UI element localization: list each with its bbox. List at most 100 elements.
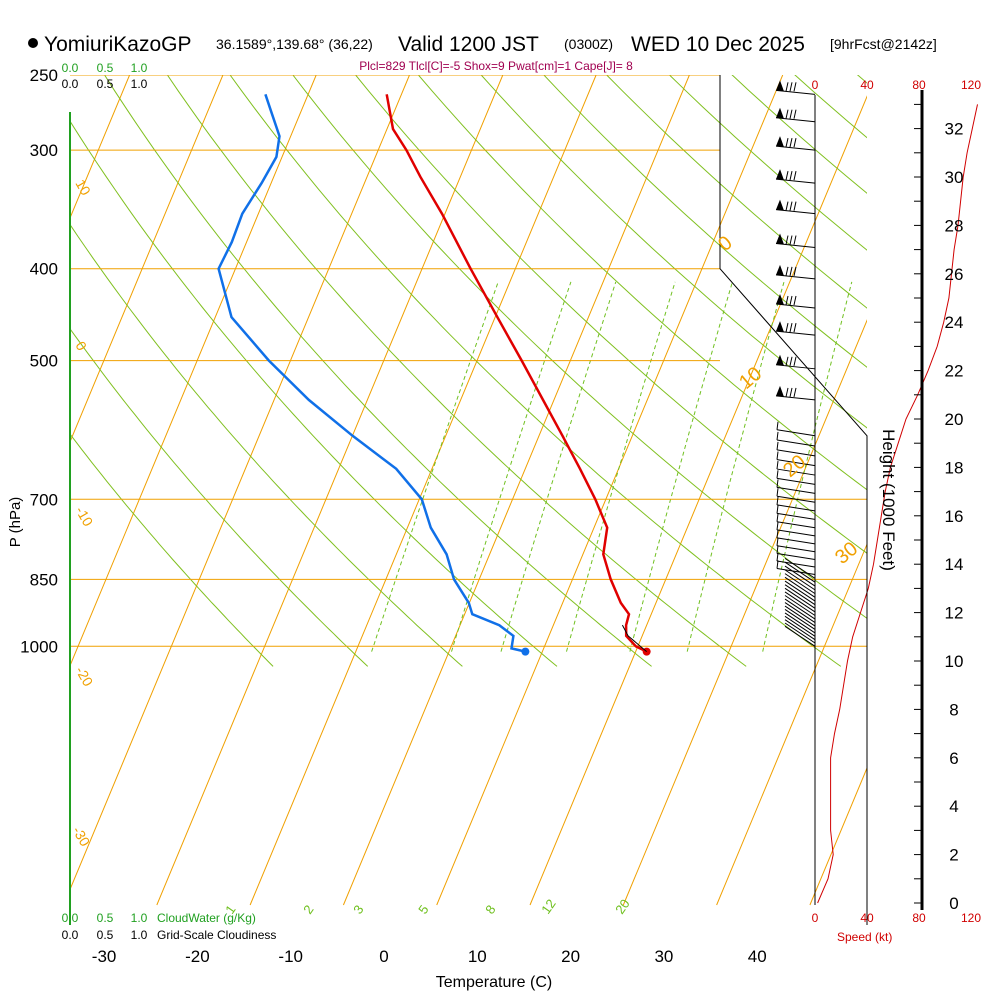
wind-barb-icon xyxy=(775,199,816,215)
wind-barb-icon xyxy=(784,619,816,641)
wind-barb-shaft xyxy=(784,622,816,644)
height-tick-label: 2 xyxy=(949,846,958,865)
dry-adiabat-line xyxy=(480,75,867,429)
wind-barb-shaft xyxy=(776,529,816,537)
dry-adiabat-line xyxy=(70,327,369,667)
temperature-tick-label: -20 xyxy=(185,947,210,966)
wind-barb-feather xyxy=(789,109,793,119)
height-tick-label: 4 xyxy=(949,797,958,816)
valid-date: WED 10 Dec 2025 xyxy=(631,33,805,56)
cloudwater-tick-bottom: 0.0 xyxy=(62,911,79,925)
cloudiness-tick-top: 0.5 xyxy=(97,77,114,91)
wind-barb-icon xyxy=(784,602,816,623)
mixing-ratio-label: 5 xyxy=(415,902,431,917)
wind-barb-shaft xyxy=(776,495,816,503)
wind-barb-flag xyxy=(776,496,779,505)
adiabat-label: 20 xyxy=(779,451,810,482)
wind-barb-shaft xyxy=(784,609,816,630)
wind-barb-shaft xyxy=(784,598,816,620)
wind-barb-icon xyxy=(776,505,816,520)
height-tick-label: 22 xyxy=(945,362,964,381)
dry-adiabat-line xyxy=(104,75,652,667)
wind-barb-flag xyxy=(776,529,779,538)
dry-adiabat-line xyxy=(166,75,747,667)
isotherm-line xyxy=(70,75,131,220)
utc-time: (0300Z) xyxy=(564,36,613,52)
wind-barb-icon xyxy=(776,529,816,545)
wind-barb-shaft xyxy=(776,552,816,560)
height-tick-label: 20 xyxy=(945,410,964,429)
cloudiness-tick-top: 1.0 xyxy=(131,77,148,91)
wind-barb-shaft xyxy=(784,619,816,641)
wind-barb-icon xyxy=(775,321,816,336)
wind-barb-feather xyxy=(785,109,789,119)
height-tick-label: 14 xyxy=(945,555,964,574)
wind-barb-icon xyxy=(776,552,816,568)
wind-barb-flag xyxy=(776,521,779,530)
cloudwater-tick-bottom: 0.5 xyxy=(97,911,114,925)
wind-barb-shaft xyxy=(776,486,816,494)
wind-barb-feather xyxy=(785,295,789,306)
wind-barb-shaft xyxy=(776,504,816,512)
adiabat-label: 0 xyxy=(714,232,737,256)
dry-adiabat-line xyxy=(292,75,867,619)
wind-barb-icon xyxy=(776,479,816,494)
wind-barb-feather xyxy=(793,82,797,92)
dry-adiabat-line xyxy=(70,120,558,667)
wind-barb-feather xyxy=(785,138,789,148)
isotherm-line xyxy=(436,75,784,906)
wind-barb-icon xyxy=(776,488,816,503)
height-tick-label: 26 xyxy=(945,265,964,284)
speed-tick-bottom: 0 xyxy=(812,911,819,925)
dry-adiabat-line xyxy=(668,75,867,251)
cloudiness-tick-top: 0.0 xyxy=(62,77,79,91)
wind-barb-feather xyxy=(785,171,789,181)
wind-barb-shaft xyxy=(784,625,816,647)
wind-barb-icon xyxy=(775,385,816,401)
wind-barb-icon xyxy=(776,421,816,437)
mixing-ratio-line xyxy=(762,281,853,652)
wind-barb-shaft xyxy=(784,591,816,613)
wind-barb-shaft xyxy=(776,477,816,485)
mixing-ratio-label: 12 xyxy=(538,896,559,916)
wind-barb-feather xyxy=(793,235,797,245)
pressure-tick-label: 850 xyxy=(30,570,58,589)
wind-barb-feather xyxy=(793,323,797,333)
wind-barb-flag xyxy=(776,552,779,562)
mixing-ratio-line xyxy=(686,281,785,652)
wind-barb-pennant xyxy=(776,321,784,333)
forecast-info: [9hrFcst@2142z] xyxy=(830,36,937,52)
wind-barb-icon xyxy=(775,354,816,370)
wind-barb-shaft xyxy=(776,537,816,545)
mixing-ratio-line xyxy=(566,281,676,652)
wind-barb-icon xyxy=(784,591,816,613)
wind-barb-icon xyxy=(784,576,816,598)
speed-axis-label: Speed (kt) xyxy=(837,930,892,944)
wind-barb-shaft xyxy=(784,602,816,623)
wind-barb-pennant xyxy=(776,136,784,148)
pressure-axis-label: P (hPa) xyxy=(7,497,24,548)
speed-tick-bottom: 40 xyxy=(860,911,874,925)
plot-frame xyxy=(719,75,868,925)
wind-barb-pennant xyxy=(776,354,784,366)
model-name: YomiuriKazoGP xyxy=(44,33,191,56)
wind-barb-icon xyxy=(784,622,816,644)
wind-barb-flag xyxy=(776,470,779,479)
isotherm-line xyxy=(342,75,690,906)
wind-barb-flag xyxy=(776,505,779,514)
wind-barb-icon xyxy=(784,595,816,616)
wind-barb-icon xyxy=(775,233,816,249)
height-tick-label: 0 xyxy=(949,894,958,913)
wind-barb-feather xyxy=(793,266,797,276)
wind-barb-flag xyxy=(776,441,779,450)
wind-barb-icon xyxy=(775,169,816,184)
wind-barb-feather xyxy=(789,201,793,211)
stability-indices: Plcl=829 Tlcl[C]=-5 Shox=9 Pwat[cm]=1 Ca… xyxy=(359,59,633,73)
mixing-ratio-line xyxy=(371,281,499,652)
wind-barb-shaft xyxy=(784,576,816,598)
wind-barb-feather xyxy=(785,266,789,276)
title-bullet-icon xyxy=(28,38,38,48)
isotherm-line xyxy=(716,542,867,906)
wind-barb-icon xyxy=(775,293,816,309)
wind-barb-pennant xyxy=(776,293,784,305)
